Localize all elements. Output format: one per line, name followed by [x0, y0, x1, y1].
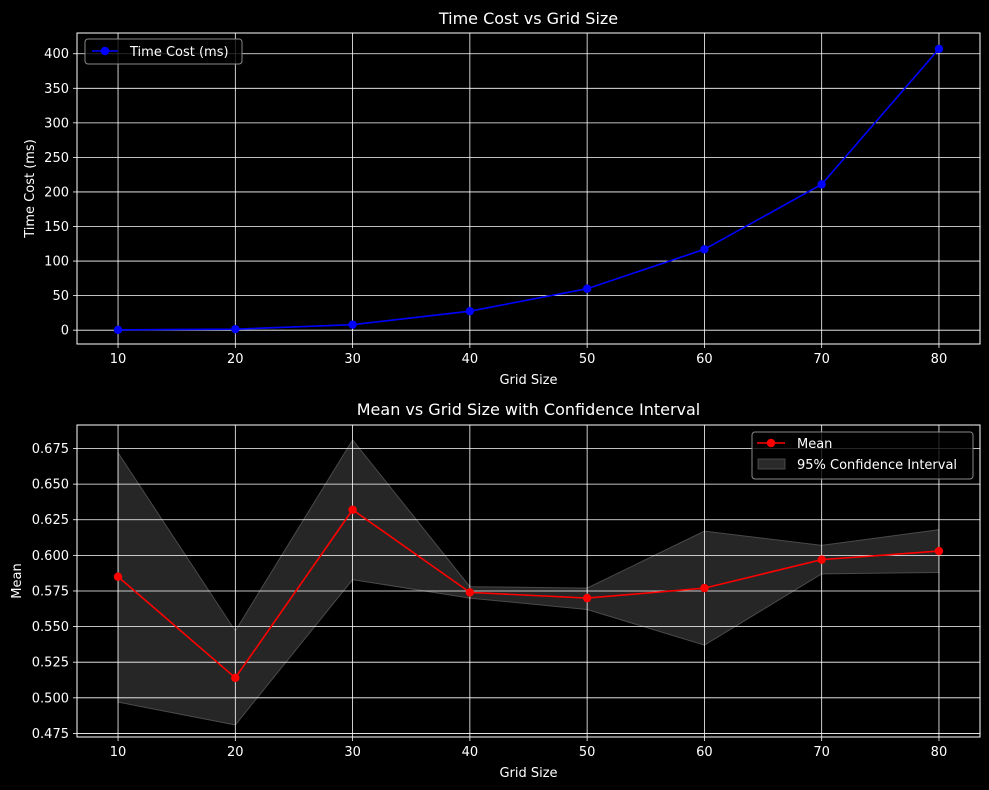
- legend: Time Cost (ms): [84, 38, 243, 65]
- x-tick-label: 10: [110, 352, 127, 367]
- x-tick-label: 80: [931, 352, 948, 367]
- series-line: [118, 48, 940, 331]
- data-point: [700, 583, 709, 593]
- legend-label-confidence-interval: 95% Confidence Interval: [797, 458, 957, 473]
- legend-marker-swatch: [100, 46, 110, 56]
- y-tick-label: 0.650: [32, 478, 69, 493]
- data-point: [582, 593, 592, 603]
- data-point: [231, 324, 240, 334]
- data-point: [113, 572, 123, 581]
- x-tick-label: 40: [462, 745, 479, 760]
- y-tick-label: 200: [44, 185, 69, 200]
- y-tick-label: 300: [44, 116, 69, 131]
- y-tick-label: 100: [44, 255, 69, 270]
- y-tick-label: 50: [52, 289, 69, 304]
- grid: [77, 425, 980, 737]
- plot-frame: [76, 424, 981, 738]
- x-tick-label: 30: [344, 745, 361, 760]
- data-point: [700, 245, 709, 254]
- legend-label-mean: Mean: [797, 437, 832, 452]
- x-tick-label: 40: [462, 352, 479, 367]
- x-tick-label: 80: [931, 745, 948, 760]
- legend-box: [84, 38, 243, 65]
- series-line: [117, 508, 940, 680]
- time-cost-chart: 10 20 30 40 50 60 70 80 0 50 100 150 200 250 300 350 400…: [23, 9, 981, 388]
- data-point: [231, 673, 240, 683]
- legend-box: [751, 431, 974, 480]
- x-tick-label: 10: [110, 745, 127, 760]
- data-point: [934, 546, 944, 556]
- data-point: [465, 306, 475, 316]
- data-point: [817, 180, 826, 189]
- y-tick-label: 400: [44, 47, 69, 62]
- y-tick-label: 150: [44, 220, 69, 235]
- legend-marker-swatch: [766, 438, 776, 448]
- y-tick-label: 0.500: [32, 691, 69, 706]
- data-point: [817, 555, 826, 564]
- x-tick-label: 70: [813, 352, 830, 367]
- data-point: [465, 588, 475, 597]
- y-tick-label: 250: [44, 151, 69, 166]
- legend-label-time-cost: Time Cost (ms): [129, 45, 229, 60]
- x-axis-label: Grid Size: [499, 766, 557, 781]
- legend-band-swatch: [757, 458, 786, 470]
- y-tick-label: 0.575: [32, 584, 69, 599]
- data-point: [582, 284, 592, 293]
- x-tick-label: 30: [344, 352, 361, 367]
- x-tick-label: 60: [696, 745, 713, 760]
- plot-frame: [76, 32, 981, 345]
- chart-title: Mean vs Grid Size with Confidence Interv…: [357, 400, 701, 419]
- x-tick-label: 20: [227, 352, 244, 367]
- y-tick-label: 0.625: [32, 513, 69, 528]
- grid: [77, 33, 980, 344]
- y-tick-label: 0.550: [32, 620, 69, 635]
- data-point: [348, 320, 357, 329]
- x-tick-label: 20: [227, 745, 244, 760]
- chart-title: Time Cost vs Grid Size: [438, 9, 618, 28]
- x-tick-label: 50: [579, 745, 596, 760]
- data-point: [348, 505, 357, 514]
- y-tick-label: 0.600: [32, 549, 69, 564]
- data-point: [934, 44, 944, 54]
- y-tick-label: 350: [44, 82, 69, 97]
- data-point: [113, 325, 123, 335]
- legend: Mean 95% Confidence Interval: [751, 431, 974, 480]
- y-axis-label: Mean: [10, 563, 25, 598]
- y-axis-label: Time Cost (ms): [23, 139, 38, 239]
- y-tick-label: 0: [61, 324, 69, 339]
- x-axis-label: Grid Size: [499, 373, 557, 388]
- x-tick-label: 60: [696, 352, 713, 367]
- x-tick-label: 50: [579, 352, 596, 367]
- y-tick-label: 0.675: [32, 442, 69, 457]
- x-tick-label: 70: [813, 745, 830, 760]
- mean-chart: 10 20 30 40 50 60 70 80 0.475 0.500 0.525 0.550 0.57…: [10, 400, 981, 781]
- y-tick-label: 0.525: [32, 656, 69, 671]
- y-tick-label: 0.475: [32, 727, 69, 742]
